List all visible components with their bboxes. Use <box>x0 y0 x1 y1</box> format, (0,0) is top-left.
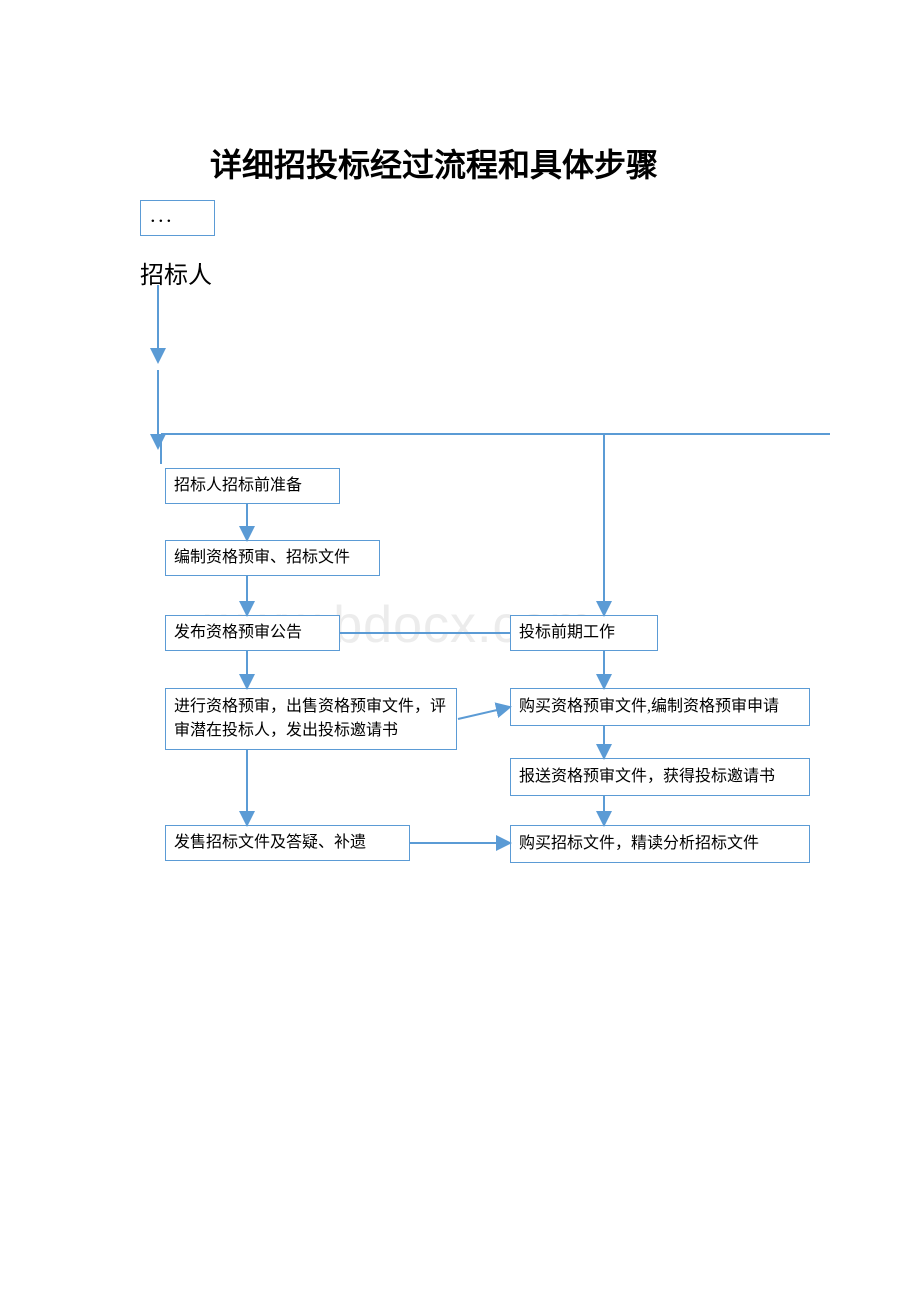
flow-node-text: ．．． <box>149 206 181 230</box>
flow-node-text: 购买资格预审文件,编制资格预审申请 <box>519 695 779 719</box>
flowchart-edges <box>0 0 920 1302</box>
flow-node-text: 招标人招标前准备 <box>174 474 302 498</box>
title-text: 详细招投标经过流程和具体步骤 <box>210 147 658 183</box>
flow-node: 发布资格预审公告 <box>165 615 340 651</box>
flow-node-text: 报送资格预审文件，获得投标邀请书 <box>519 765 775 789</box>
flow-node-text: 编制资格预审、招标文件 <box>174 546 350 570</box>
flow-node-text: 购买招标文件，精读分析招标文件 <box>519 832 759 856</box>
flow-node: 招标人招标前准备 <box>165 468 340 504</box>
flow-node: 进行资格预审，出售资格预审文件，评审潜在投标人，发出投标邀请书 <box>165 688 457 750</box>
flow-node: ．．． <box>140 200 215 236</box>
page-title: 详细招投标经过流程和具体步骤 <box>210 140 658 186</box>
flow-node: 发售招标文件及答疑、补遗 <box>165 825 410 861</box>
flow-node: 购买资格预审文件,编制资格预审申请 <box>510 688 810 726</box>
flow-node-text: 发售招标文件及答疑、补遗 <box>174 831 366 855</box>
flow-node: 报送资格预审文件，获得投标邀请书 <box>510 758 810 796</box>
flow-node: 编制资格预审、招标文件 <box>165 540 380 576</box>
flow-node-text: 投标前期工作 <box>519 621 615 645</box>
flow-node-text: 发布资格预审公告 <box>174 621 302 645</box>
flow-node: 投标前期工作 <box>510 615 658 651</box>
subtitle-label: 招标人 <box>140 255 212 290</box>
flow-node-text: 进行资格预审，出售资格预审文件，评审潜在投标人，发出投标邀请书 <box>174 695 448 743</box>
subtitle-text: 招标人 <box>140 263 212 289</box>
flow-node: 购买招标文件，精读分析招标文件 <box>510 825 810 863</box>
